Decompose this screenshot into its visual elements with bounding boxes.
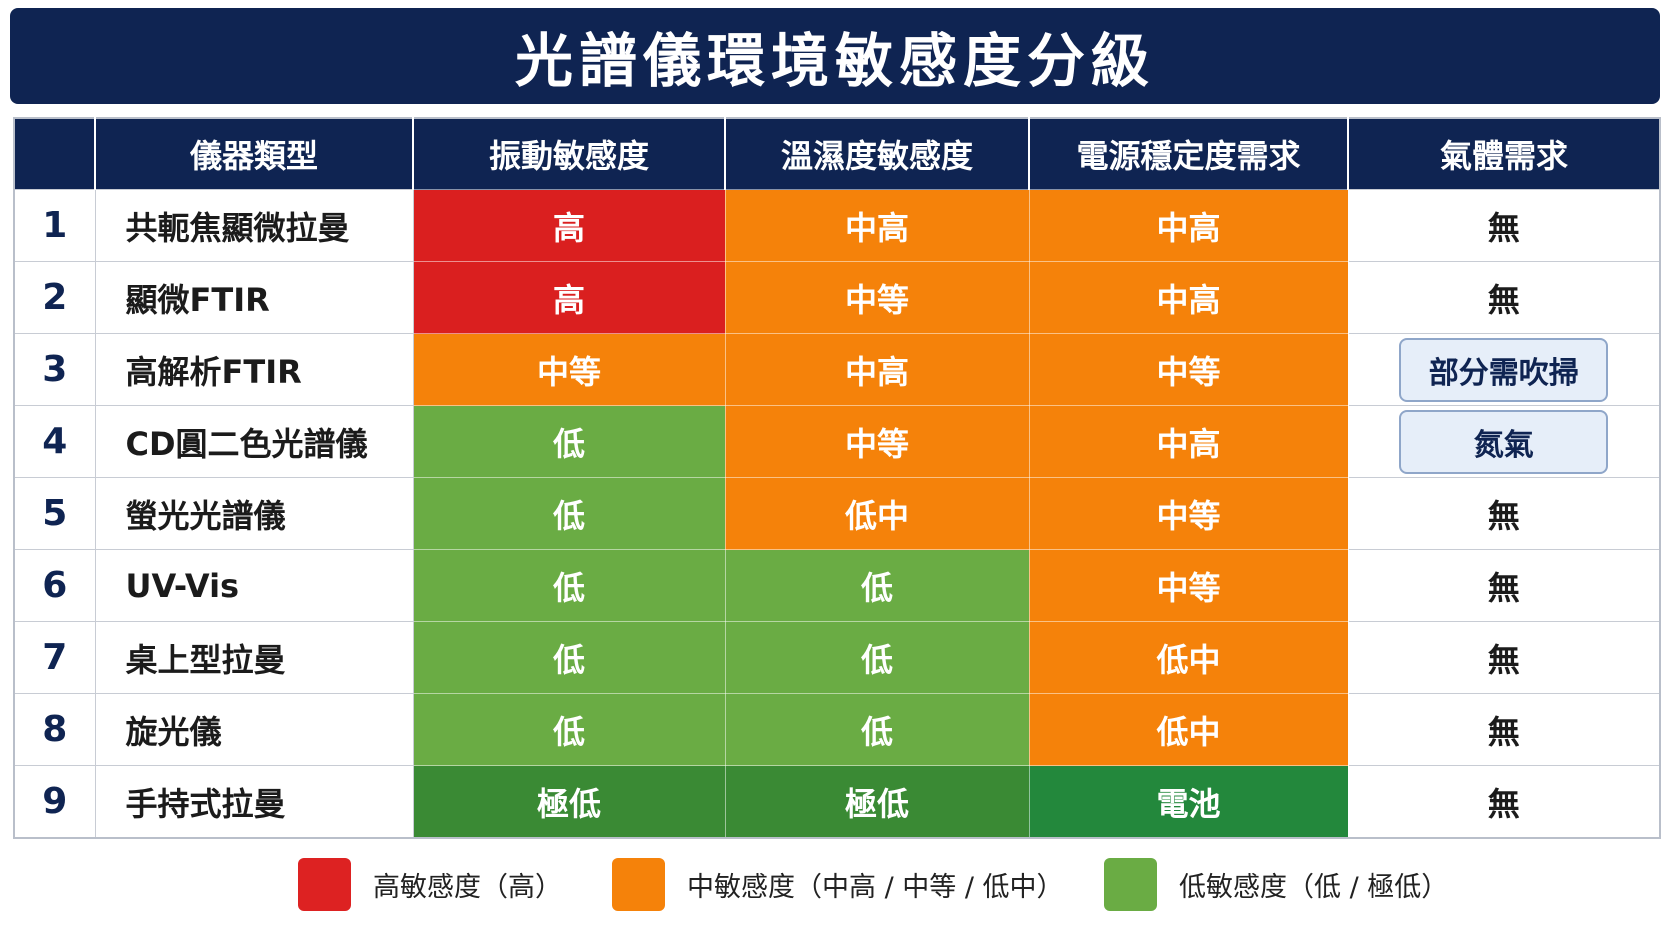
table-row: 7 桌上型拉曼低低低中無 [13, 621, 1661, 694]
row-index: 2 [13, 261, 96, 334]
row-index: 7 [13, 621, 96, 694]
gas-cell: 無 [1347, 549, 1661, 622]
gas-badge: 部分需吹掃 [1399, 337, 1609, 402]
gas-cell: 氮氣 [1347, 405, 1661, 478]
legend-item: 低敏感度（低 / 極低） [1104, 858, 1448, 911]
level-cell: 中等 [1028, 549, 1349, 622]
level-cell: 中高 [1028, 405, 1349, 478]
level-cell: 低 [412, 405, 726, 478]
legend: 高敏感度（高） 中敏感度（中高 / 中等 / 低中） 低敏感度（低 / 極低） [0, 858, 1672, 914]
table-row: 8 旋光儀低低低中無 [13, 693, 1661, 766]
level-cell: 極低 [412, 765, 726, 839]
row-index: 9 [13, 765, 96, 839]
row-index: 1 [13, 189, 96, 262]
instrument-name: 手持式拉曼 [94, 765, 414, 839]
legend-swatch [612, 858, 665, 911]
header-cell: 氣體需求 [1347, 118, 1660, 190]
legend-label: 高敏感度（高） [373, 872, 562, 903]
instrument-name: 螢光光譜儀 [94, 477, 414, 550]
level-cell: 低中 [1028, 621, 1349, 694]
level-cell: 電池 [1028, 765, 1349, 839]
row-index: 3 [13, 333, 96, 406]
header-cell: 電源穩定度需求 [1028, 118, 1348, 190]
legend-item: 高敏感度（高） [298, 858, 562, 911]
level-cell: 中高 [724, 333, 1030, 406]
table-row: 9 手持式拉曼 極低 極低 電池無 [13, 765, 1661, 839]
level-cell: 高 [412, 261, 726, 334]
gas-cell: 部分需吹掃 [1347, 333, 1661, 406]
header-row: 儀器類型 振動敏感度 溫濕度敏感度 電源穩定度需求 氣體需求 [14, 118, 1660, 190]
table-row: 5 螢光光譜儀低低中 中等無 [13, 477, 1661, 550]
level-cell: 中等 [1028, 477, 1349, 550]
row-index: 8 [13, 693, 96, 766]
instrument-name: 顯微FTIR [94, 261, 414, 334]
header-cell: 振動敏感度 [412, 118, 725, 190]
instrument-name: UV-Vis [94, 549, 414, 622]
table-row: 6 UV-Vis 低低中等無 [13, 549, 1661, 622]
level-cell: 高 [412, 189, 726, 262]
level-cell: 低中 [724, 477, 1030, 550]
header-cell: 儀器類型 [94, 118, 413, 190]
row-index: 5 [13, 477, 96, 550]
level-cell: 低 [412, 621, 726, 694]
gas-cell: 無 [1347, 477, 1661, 550]
table: 儀器類型 振動敏感度 溫濕度敏感度 電源穩定度需求 氣體需求 1 共軛焦顯微拉曼高中高 中高… [13, 117, 1661, 839]
instrument-name: 共軛焦顯微拉曼 [94, 189, 414, 262]
level-cell: 低 [724, 693, 1030, 766]
instrument-name: 高解析FTIR [94, 333, 414, 406]
level-cell: 中等 [1028, 333, 1349, 406]
level-cell: 中等 [724, 405, 1030, 478]
row-index: 6 [13, 549, 96, 622]
level-cell: 低 [412, 549, 726, 622]
instrument-name: 旋光儀 [94, 693, 414, 766]
gas-cell: 無 [1347, 189, 1661, 262]
table-body: 1 共軛焦顯微拉曼高中高 中高無 2 顯微FTIR 高中等 中高無 3 高解析FTIR 中等 中高中… [13, 189, 1661, 839]
row-index: 4 [13, 405, 96, 478]
table-row: 3 高解析FTIR 中等 中高 中等 部分需吹掃 [13, 333, 1661, 406]
level-cell: 中等 [724, 261, 1030, 334]
level-cell: 中高 [1028, 189, 1349, 262]
title: 光譜儀環境敏感度分級 [10, 8, 1660, 104]
legend-swatch [1104, 858, 1157, 911]
gas-badge: 氮氣 [1399, 409, 1609, 474]
level-cell: 低中 [1028, 693, 1349, 766]
table-row: 1 共軛焦顯微拉曼高中高 中高無 [13, 189, 1661, 262]
legend-label: 中敏感度（中高 / 中等 / 低中） [687, 872, 1064, 903]
level-cell: 極低 [724, 765, 1030, 839]
instrument-name: CD圓二色光譜儀 [94, 405, 414, 478]
table-row: 2 顯微FTIR 高中等 中高無 [13, 261, 1661, 334]
level-cell: 中等 [412, 333, 726, 406]
legend-item: 中敏感度（中高 / 中等 / 低中） [612, 858, 1064, 911]
level-cell: 低 [724, 549, 1030, 622]
header-cell: 溫濕度敏感度 [724, 118, 1029, 190]
level-cell: 低 [724, 621, 1030, 694]
level-cell: 低 [412, 477, 726, 550]
legend-label: 低敏感度（低 / 極低） [1179, 872, 1449, 903]
gas-cell: 無 [1347, 765, 1661, 839]
level-cell: 中高 [724, 189, 1030, 262]
legend-swatch [298, 858, 351, 911]
gas-cell: 無 [1347, 693, 1661, 766]
header-cell [14, 118, 95, 190]
level-cell: 中高 [1028, 261, 1349, 334]
gas-cell: 無 [1347, 621, 1661, 694]
level-cell: 低 [412, 693, 726, 766]
gas-cell: 無 [1347, 261, 1661, 334]
table-row: 4 CD圓二色光譜儀低中等 中高 氮氣 [13, 405, 1661, 478]
instrument-name: 桌上型拉曼 [94, 621, 414, 694]
